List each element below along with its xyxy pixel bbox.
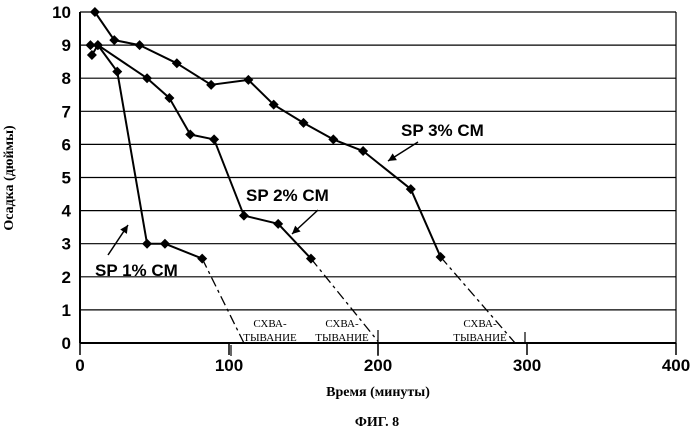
data-point (299, 118, 309, 128)
set-label-line: ТЫВАНИЕ (315, 332, 369, 344)
data-point (135, 40, 145, 50)
data-point (206, 80, 216, 90)
x-tick-label: 200 (364, 356, 392, 375)
y-axis-title: Осадка (дюймы) (2, 125, 17, 231)
set-label-line: СХВА- (253, 318, 287, 330)
x-tick-labels: 0 100 200 300 400 (75, 356, 690, 375)
y-tick-label: 6 (62, 135, 71, 154)
data-point (160, 239, 170, 249)
data-point (328, 134, 338, 144)
set-label-line: СХВА- (463, 318, 497, 330)
extrapolation-line (202, 259, 244, 343)
y-tick-label: 7 (62, 102, 71, 121)
data-point (209, 134, 219, 144)
x-tick-label: 100 (215, 356, 243, 375)
label-arrowhead (388, 153, 397, 161)
settlement-chart: 0 100 200 300 400 0 1 2 3 4 5 6 7 8 9 10 SP 1% CM SP 2%… (0, 0, 698, 435)
y-tick-labels: 0 1 2 3 4 5 6 7 8 9 10 (52, 3, 71, 353)
y-tick-label: 1 (62, 301, 71, 320)
set-label-line: ТЫВАНИЕ (243, 332, 297, 344)
data-point (239, 211, 249, 221)
y-tick-label: 10 (52, 3, 71, 22)
data-point (172, 58, 182, 68)
extrapolation-lines (202, 257, 515, 343)
series-label: SP 1% CM (95, 261, 178, 280)
label-arrowhead (120, 225, 128, 234)
data-point (87, 50, 97, 60)
set-labels: СХВА- ТЫВАНИЕ СХВА- ТЫВАНИЕ СХВА- ТЫВАНИЕ (231, 318, 525, 356)
axes (80, 12, 676, 355)
x-tick-label: 0 (75, 356, 84, 375)
set-label-line: ТЫВАНИЕ (453, 332, 507, 344)
y-tick-label: 3 (62, 235, 71, 254)
y-tick-label: 2 (62, 268, 71, 287)
extrapolation-line (441, 257, 516, 343)
y-tick-label: 5 (62, 169, 71, 188)
figure-label: ФИГ. 8 (355, 415, 399, 430)
x-tick-label: 300 (513, 356, 541, 375)
data-point (197, 254, 207, 264)
x-tick-label: 400 (662, 356, 690, 375)
series-label: SP 2% CM (246, 186, 329, 205)
y-tick-label: 8 (62, 69, 71, 88)
y-tick-label: 0 (62, 334, 71, 353)
set-label-line: СХВА- (325, 318, 359, 330)
y-tick-label: 9 (62, 36, 71, 55)
x-axis-title: Время (минуты) (326, 385, 430, 400)
series-line (95, 12, 441, 257)
series-label: SP 3% CM (401, 121, 484, 140)
data-point (185, 129, 195, 139)
data-point (142, 239, 152, 249)
y-tick-label: 4 (62, 202, 72, 221)
